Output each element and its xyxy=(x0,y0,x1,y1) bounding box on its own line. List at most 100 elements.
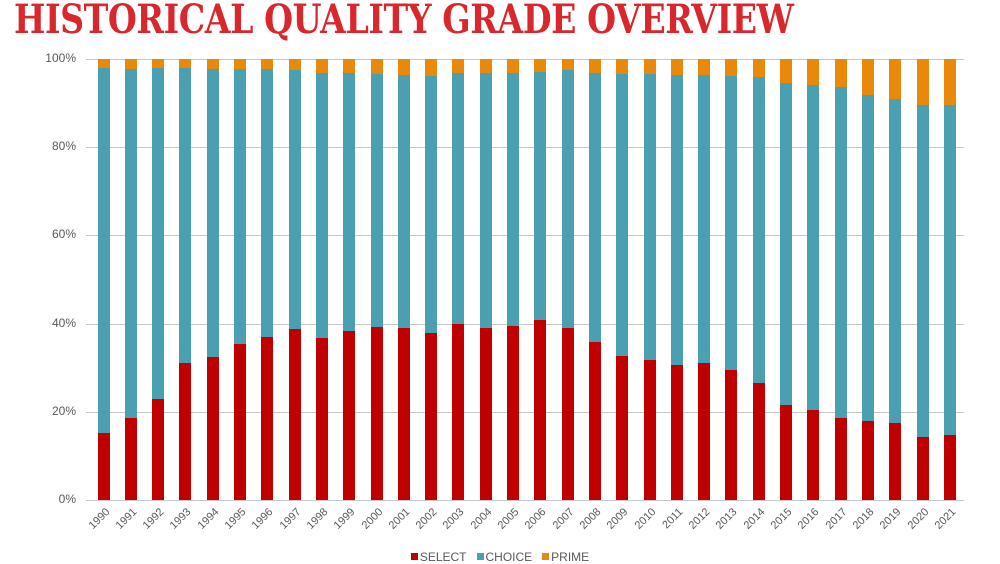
bar-2006 xyxy=(534,59,547,500)
bar-segment-choice xyxy=(343,72,356,331)
legend-item-choice: CHOICE xyxy=(476,550,532,564)
bar-segment-select xyxy=(234,344,246,500)
bar-segment-choice xyxy=(452,72,465,325)
bar-segment-select xyxy=(670,364,683,500)
bar-segment-select xyxy=(916,437,929,500)
bar-segment-select xyxy=(861,421,874,500)
bar-segment-choice xyxy=(670,74,683,365)
bar-segment-prime xyxy=(534,59,547,72)
x-tick-label: 1999 xyxy=(331,506,358,532)
bar-1998 xyxy=(315,59,328,500)
bar-segment-choice xyxy=(234,69,246,345)
bar-2012 xyxy=(698,59,711,500)
bar-segment-select xyxy=(124,418,137,500)
x-tick-label: 1991 xyxy=(113,506,140,532)
bar-segment-choice xyxy=(507,72,519,326)
bar-segment-choice xyxy=(752,76,765,384)
bar-1999 xyxy=(343,59,356,500)
bar-segment-prime xyxy=(807,59,820,86)
x-tick-label: 2011 xyxy=(660,506,686,532)
bar-segment-prime xyxy=(670,59,683,75)
bar-segment-choice xyxy=(588,72,601,343)
x-tick-label: 2001 xyxy=(386,506,413,532)
bar-segment-prime xyxy=(452,59,465,73)
x-tick-label: 2005 xyxy=(495,506,522,532)
bar-segment-choice xyxy=(916,104,929,438)
bar-segment-select xyxy=(315,337,328,500)
bar-segment-choice xyxy=(780,82,792,406)
x-tick-label: 1990 xyxy=(86,506,112,532)
bar-segment-prime xyxy=(179,59,192,69)
bar-segment-select xyxy=(834,418,847,500)
bar-segment-prime xyxy=(288,59,301,71)
bar-2003 xyxy=(452,59,465,500)
bar-segment-prime xyxy=(889,59,902,100)
bar-segment-choice xyxy=(698,74,711,364)
bar-segment-choice xyxy=(561,70,574,328)
bar-segment-select xyxy=(288,329,301,500)
y-tick-label: 40% xyxy=(51,315,76,330)
bar-segment-prime xyxy=(234,59,246,70)
x-tick-label: 2007 xyxy=(550,506,577,532)
bar-segment-choice xyxy=(943,104,956,436)
bar-segment-select xyxy=(943,435,956,500)
bar-2020 xyxy=(916,59,929,500)
bar-segment-prime xyxy=(943,59,956,105)
bar-segment-select xyxy=(643,360,656,500)
bar-segment-choice xyxy=(206,69,219,358)
bar-1993 xyxy=(179,59,192,500)
bar-segment-select xyxy=(561,327,574,500)
bar-segment-prime xyxy=(261,59,274,70)
bar-segment-prime xyxy=(479,59,492,73)
x-tick-label: 1996 xyxy=(249,506,276,532)
bar-1992 xyxy=(152,59,165,500)
bar-segment-select xyxy=(479,327,492,500)
legend-item-select: SELECT xyxy=(410,549,467,564)
bar-segment-select xyxy=(725,369,738,500)
gridline xyxy=(86,235,964,237)
bar-segment-select xyxy=(534,320,547,500)
bar-segment-prime xyxy=(752,59,765,77)
bar-segment-choice xyxy=(179,68,192,364)
x-tick-label: 2013 xyxy=(714,506,740,532)
bar-segment-select xyxy=(343,330,356,500)
bar-segment-choice xyxy=(315,72,328,338)
x-tick-label: 2019 xyxy=(877,506,904,532)
chart-legend: SELECT CHOICE PRIME xyxy=(0,549,1000,564)
bar-segment-choice xyxy=(152,68,165,399)
bar-2019 xyxy=(889,59,902,500)
bar-2000 xyxy=(370,59,383,500)
bar-segment-choice xyxy=(261,69,274,338)
bar-segment-select xyxy=(507,325,519,500)
bar-segment-choice xyxy=(807,85,820,411)
gridline xyxy=(86,411,964,413)
bar-segment-select xyxy=(179,363,192,500)
bar-1996 xyxy=(261,59,274,500)
bar-2007 xyxy=(561,59,574,500)
bar-segment-choice xyxy=(889,99,902,424)
x-tick-label: 2000 xyxy=(359,506,385,532)
bar-segment-select xyxy=(97,432,110,500)
bar-segment-prime xyxy=(698,59,711,75)
bar-segment-choice xyxy=(861,95,874,422)
bar-segment-prime xyxy=(507,59,519,73)
bar-segment-select xyxy=(780,405,792,500)
bar-segment-prime xyxy=(643,59,656,74)
bar-2018 xyxy=(861,59,874,500)
bar-2010 xyxy=(643,59,656,500)
bar-2014 xyxy=(752,59,765,500)
bar-segment-prime xyxy=(97,59,110,69)
bar-2008 xyxy=(588,59,601,500)
bar-segment-select xyxy=(152,398,165,500)
bar-1997 xyxy=(288,59,301,500)
bar-segment-prime xyxy=(780,59,792,83)
bar-2017 xyxy=(834,59,847,500)
bar-segment-choice xyxy=(97,68,110,433)
bar-2013 xyxy=(725,59,738,500)
legend-swatch-icon xyxy=(542,553,550,560)
bar-1994 xyxy=(206,59,219,500)
x-tick-label: 2021 xyxy=(932,506,959,532)
bar-segment-select xyxy=(397,327,410,500)
legend-label: SELECT xyxy=(419,549,467,564)
